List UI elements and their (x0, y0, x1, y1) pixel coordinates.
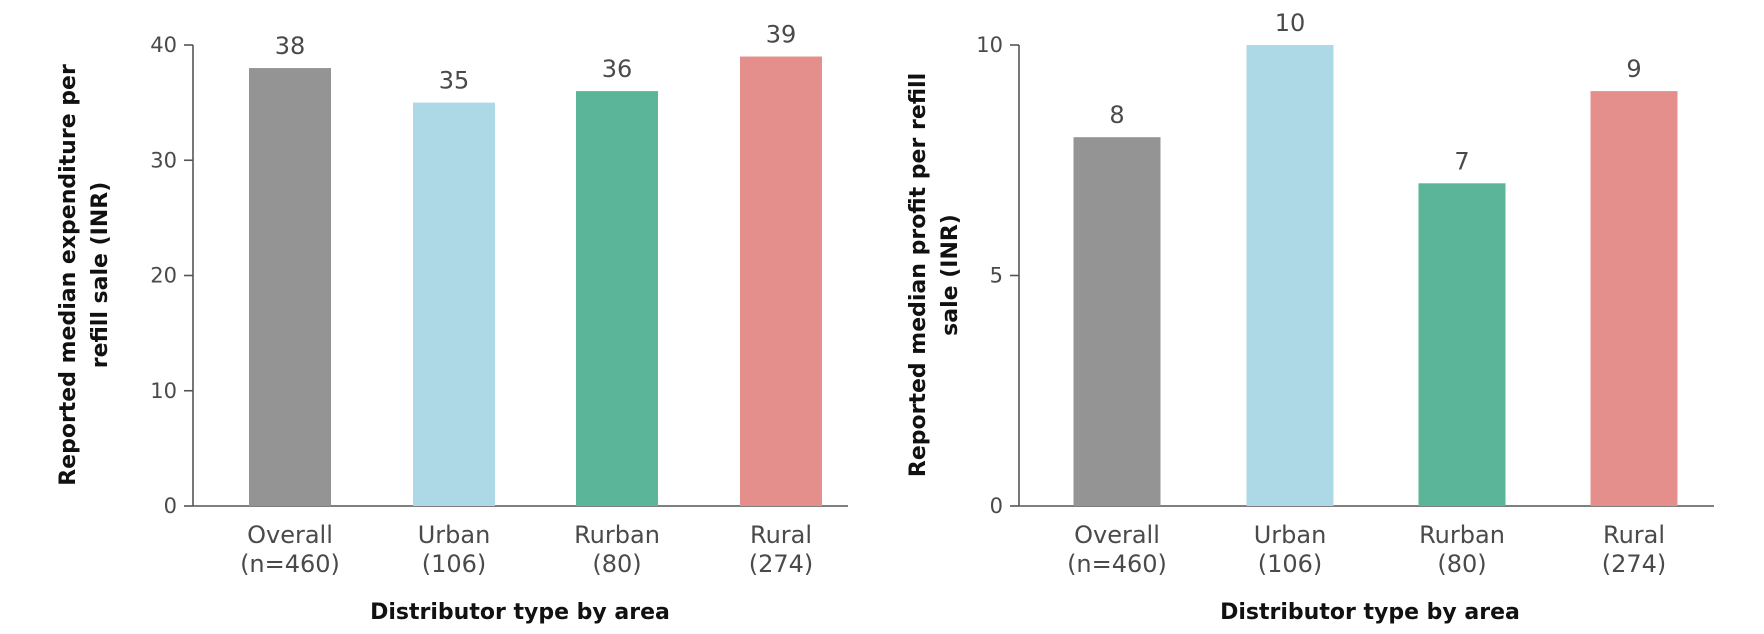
chart-1-y-tick-label: 10 (150, 379, 177, 403)
chart-1-x-tick-label-sub: (80) (592, 550, 641, 578)
chart-1-bar (740, 56, 822, 507)
chart-1-x-tick-label-sub: (106) (422, 550, 487, 578)
chart-1-data-label: 39 (766, 21, 797, 49)
chart-1-y-axis-title-line-1: Reported median expenditure per (56, 64, 81, 486)
chart-1-x-tick-label: Overall (247, 521, 333, 549)
chart-1-bar (576, 91, 658, 506)
chart-1-x-axis-title: Distributor type by area (370, 600, 670, 625)
chart-1-data-label: 38 (275, 32, 306, 60)
chart-2-y-tick-label: 0 (990, 494, 1003, 518)
chart-1-y-tick-label: 40 (150, 33, 177, 57)
chart-1-data-label: 36 (602, 55, 633, 83)
chart-2-y-axis-title-line-2: sale (INR) (938, 214, 963, 336)
chart-2-x-tick-label: Overall (1074, 521, 1160, 549)
chart-2-bar (1073, 137, 1161, 506)
chart-2-x-tick-label: Rurban (1419, 521, 1505, 549)
chart-1-data-label: 35 (439, 67, 470, 95)
chart-2-y-tick-label: 10 (976, 33, 1003, 57)
chart-1-y-tick-label: 20 (150, 264, 177, 288)
chart-2-bar (1418, 183, 1506, 507)
chart-1-x-tick-label-sub: (n=460) (240, 550, 340, 578)
chart-1-y-tick-label: 30 (150, 148, 177, 172)
chart-2-x-tick-label: Rural (1603, 521, 1665, 549)
chart-1-y-tick-label: 0 (164, 494, 177, 518)
chart-2-x-axis-title: Distributor type by area (1220, 600, 1520, 625)
chart-2-data-label: 9 (1626, 55, 1641, 83)
chart-2-bar (1246, 45, 1334, 506)
chart-2-x-tick-label-sub: (274) (1602, 550, 1667, 578)
chart-1-y-axis-title-line-2: refill sale (INR) (88, 182, 113, 369)
chart-1-bar (249, 68, 331, 507)
chart-1-x-tick-label-sub: (274) (749, 550, 814, 578)
chart-2-bar (1590, 91, 1678, 506)
chart-1-x-tick-label: Rurban (574, 521, 660, 549)
chart-2-data-label: 7 (1454, 147, 1469, 175)
chart-1-x-tick-label: Urban (418, 521, 491, 549)
chart-1-x-tick-label: Rural (750, 521, 812, 549)
chart-2-data-label: 8 (1109, 101, 1124, 129)
chart-2-y-tick-label: 5 (990, 264, 1003, 288)
chart-2-data-label: 10 (1275, 9, 1306, 37)
chart-1-bar (413, 102, 495, 506)
chart-2-x-tick-label-sub: (80) (1437, 550, 1486, 578)
chart-2-x-tick-label-sub: (106) (1258, 550, 1323, 578)
chart-2-y-axis-title-line-1: Reported median profit per refill (906, 73, 931, 477)
chart-2-x-tick-label-sub: (n=460) (1067, 550, 1167, 578)
chart-2-x-tick-label: Urban (1254, 521, 1327, 549)
